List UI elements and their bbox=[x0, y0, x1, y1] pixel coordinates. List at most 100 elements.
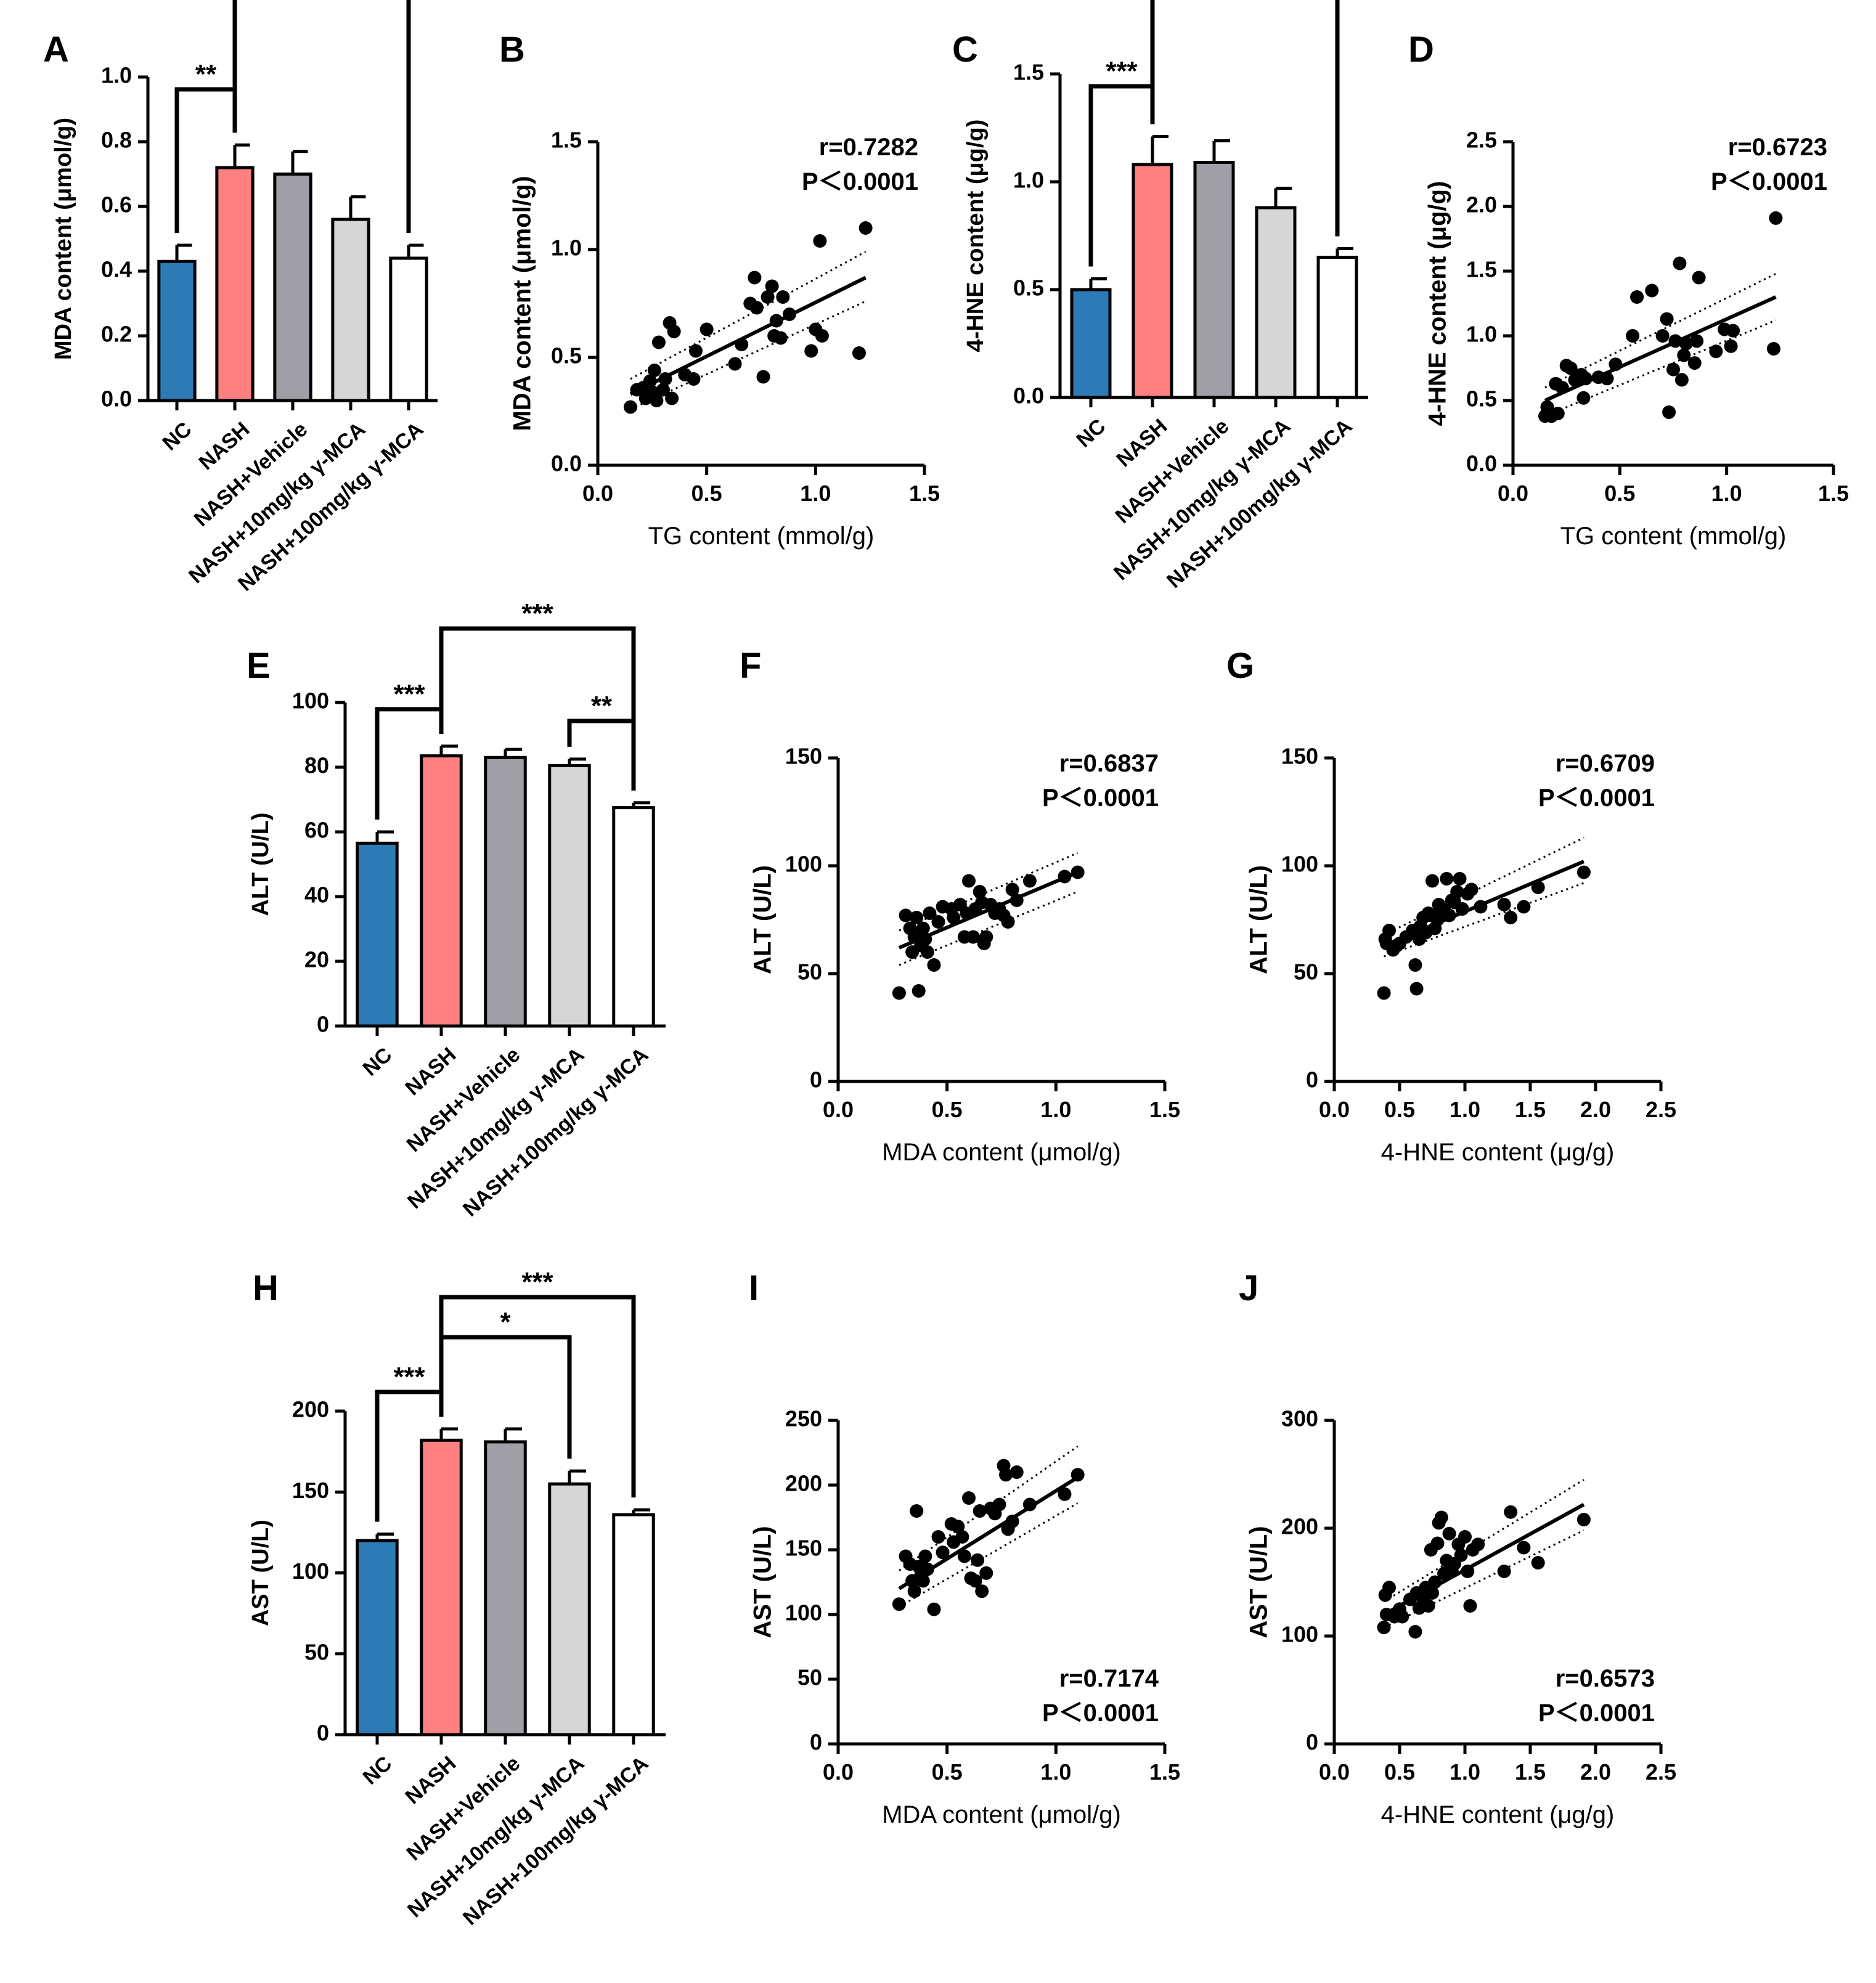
panel-label-B: B bbox=[499, 30, 525, 70]
bar-NASH bbox=[420, 754, 463, 1028]
data-point bbox=[999, 1468, 1013, 1482]
x-tick-label: 0.5 bbox=[1384, 1759, 1415, 1785]
x-axis-label: MDA content (μmol/g) bbox=[882, 1139, 1121, 1166]
y-tick-label: 0.5 bbox=[1466, 386, 1497, 412]
y-axis-label: ALT (U/L) bbox=[749, 865, 777, 974]
data-point bbox=[651, 335, 666, 349]
data-point bbox=[920, 1562, 934, 1576]
y-tick-label: 1.0 bbox=[551, 235, 582, 261]
data-point bbox=[1421, 1599, 1435, 1613]
significance-label: *** bbox=[393, 1362, 425, 1392]
data-point bbox=[769, 314, 783, 328]
ci-lower-line bbox=[630, 300, 867, 410]
data-point bbox=[918, 932, 932, 946]
data-point bbox=[916, 1574, 930, 1588]
data-point bbox=[1564, 361, 1578, 375]
data-point bbox=[756, 370, 770, 384]
data-point bbox=[927, 958, 941, 972]
bar-NASH+Vehicle bbox=[1193, 161, 1235, 399]
y-tick-label: 60 bbox=[304, 818, 329, 843]
data-point bbox=[852, 346, 866, 360]
x-axis-label: TG content (mmol/g) bbox=[648, 523, 875, 550]
bar-NASH+Vehicle bbox=[484, 755, 527, 1028]
y-tick-label: 1.0 bbox=[1013, 168, 1044, 193]
data-point bbox=[699, 322, 714, 336]
data-point bbox=[927, 1602, 941, 1616]
data-point bbox=[1453, 872, 1467, 886]
bar-NC bbox=[157, 259, 197, 402]
data-point bbox=[1531, 1556, 1545, 1570]
data-point bbox=[1600, 372, 1614, 386]
x-tick-label: 0.5 bbox=[691, 481, 722, 506]
data-point bbox=[728, 357, 742, 371]
y-tick-label: 0.8 bbox=[101, 128, 132, 153]
y-tick-label: 100 bbox=[785, 852, 822, 877]
data-point bbox=[1001, 915, 1015, 929]
data-point bbox=[1022, 1497, 1037, 1512]
x-category-label: NASH bbox=[1112, 415, 1172, 472]
x-category-label: NC bbox=[358, 1752, 396, 1790]
bar-NASH+10mg/kg γ-MCA bbox=[548, 1482, 591, 1737]
data-point bbox=[1425, 874, 1439, 888]
data-point bbox=[761, 290, 775, 304]
panel-I: 0 50 100 150 200 250 0.0 0.5 1.0 1.5 MDA content (… bbox=[749, 1406, 1180, 1828]
ci-lower-line bbox=[1383, 1529, 1584, 1629]
data-point bbox=[1551, 407, 1565, 420]
significance-label: ** bbox=[195, 59, 217, 89]
data-point bbox=[951, 1520, 965, 1534]
data-point bbox=[1766, 342, 1780, 356]
y-tick-label: 150 bbox=[292, 1478, 329, 1503]
y-tick-label: 100 bbox=[1281, 852, 1318, 877]
x-tick-label: 1.5 bbox=[1515, 1097, 1546, 1122]
panel-C: 0.00.51.01.54-HNE content (μg/g)NC NASHNA… bbox=[963, 0, 1368, 593]
data-point bbox=[911, 984, 926, 998]
x-tick-label: 0.0 bbox=[582, 481, 613, 506]
data-point bbox=[650, 394, 664, 407]
data-point bbox=[962, 874, 976, 888]
y-axis-label: MDA content (μmol/g) bbox=[509, 176, 536, 431]
y-tick-label: 2.0 bbox=[1466, 192, 1497, 218]
r-value: r=0.6837 bbox=[1059, 750, 1159, 777]
r-value: r=0.6709 bbox=[1556, 750, 1655, 777]
y-tick-label: 0.0 bbox=[1013, 383, 1044, 409]
x-tick-label: 1.5 bbox=[1149, 1097, 1180, 1122]
data-point bbox=[1517, 1541, 1531, 1555]
y-tick-label: 0 bbox=[317, 1720, 329, 1746]
data-point bbox=[1382, 924, 1397, 937]
x-tick-label: 0.5 bbox=[932, 1097, 963, 1122]
data-point bbox=[1474, 900, 1488, 914]
data-point bbox=[735, 338, 749, 351]
data-point bbox=[1576, 1513, 1591, 1526]
y-tick-label: 100 bbox=[292, 688, 329, 714]
y-tick-label: 50 bbox=[797, 1665, 822, 1690]
x-axis-label: 4-HNE content (μg/g) bbox=[1381, 1139, 1615, 1166]
p-value: P＜0.0001 bbox=[1538, 784, 1655, 812]
data-point bbox=[656, 383, 670, 397]
data-point bbox=[1662, 405, 1676, 419]
data-point bbox=[1724, 339, 1738, 353]
data-point bbox=[658, 372, 672, 386]
data-point bbox=[647, 364, 661, 377]
y-tick-label: 200 bbox=[785, 1471, 822, 1496]
data-point bbox=[1464, 882, 1478, 897]
panel-J: 0 100 200 300 0.0 0.5 1.0 1.5 2.0 2.5 4-HNE conten… bbox=[1246, 1406, 1676, 1828]
data-point bbox=[782, 307, 796, 321]
data-point bbox=[748, 271, 762, 285]
panel-D: 0.0 0.5 1.0 1.5 2.0 2.5 0.0 0.5 1.0 1.5 TG content… bbox=[1424, 128, 1849, 550]
data-point bbox=[1555, 381, 1569, 394]
x-tick-label: 1.0 bbox=[1040, 1097, 1071, 1122]
x-axis-label: MDA content (μmol/g) bbox=[882, 1801, 1121, 1828]
y-tick-label: 50 bbox=[1294, 959, 1318, 985]
x-tick-label: 1.0 bbox=[1450, 1097, 1480, 1122]
bar-NASH bbox=[1132, 163, 1173, 399]
data-point bbox=[1009, 1465, 1024, 1479]
data-point bbox=[687, 372, 701, 386]
data-point bbox=[1668, 334, 1682, 348]
p-value: P＜0.0001 bbox=[1042, 1700, 1159, 1727]
data-point bbox=[957, 1549, 971, 1563]
y-tick-label: 0 bbox=[810, 1730, 822, 1755]
data-point bbox=[916, 921, 930, 935]
data-point bbox=[1428, 1575, 1442, 1589]
